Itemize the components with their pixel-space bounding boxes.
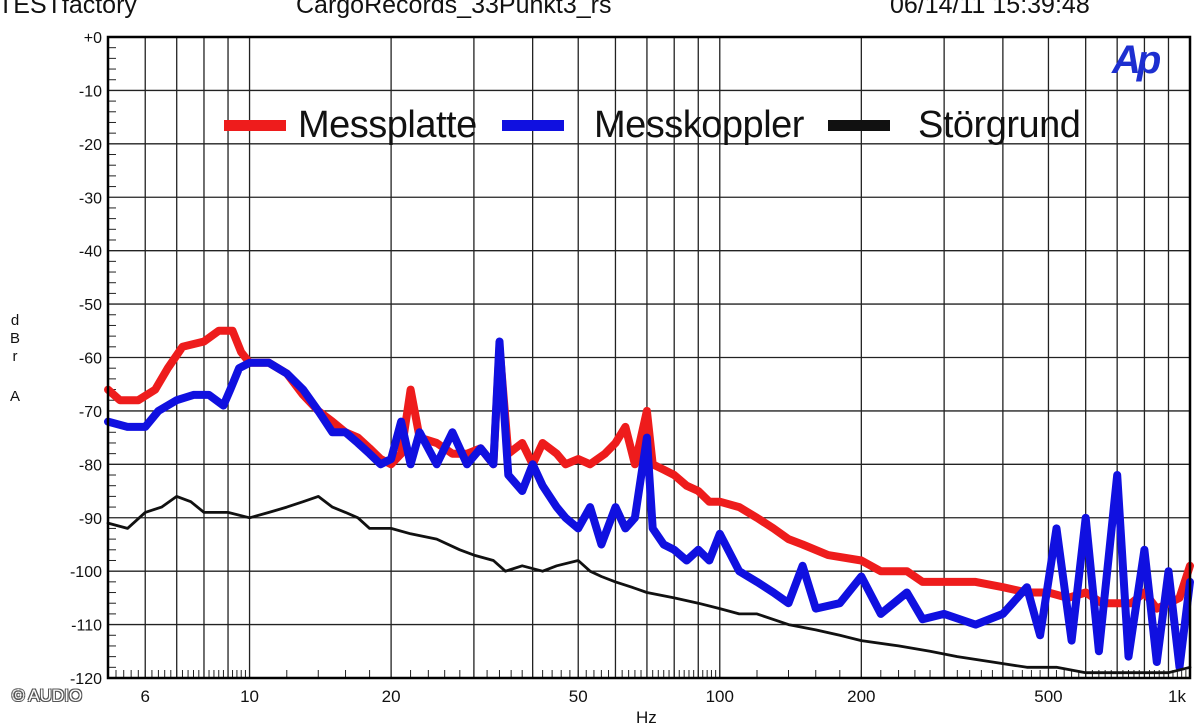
- y-tick-label: -40: [79, 244, 102, 261]
- x-tick-label: 50: [569, 687, 588, 706]
- x-tick-label: 100: [706, 687, 734, 706]
- legend-item-stoergrund: Störgrund: [828, 102, 1081, 148]
- y-axis-label-char: r: [12, 348, 18, 365]
- header-timestamp: 06/14/11 15:39:48: [890, 0, 1090, 19]
- x-tick-label: 200: [847, 687, 875, 706]
- y-tick-label: -70: [79, 404, 102, 421]
- y-tick-label: -60: [79, 351, 102, 368]
- legend-swatch-blue: [502, 119, 564, 131]
- y-tick-label: -50: [79, 297, 102, 314]
- legend-swatch-red: [224, 119, 286, 131]
- header-left-text: TESTfactory: [0, 0, 137, 19]
- y-tick-label: -100: [70, 564, 102, 581]
- x-tick-label: 500: [1034, 687, 1062, 706]
- y-tick-label: -30: [79, 190, 102, 207]
- y-axis-label-char: B: [9, 330, 20, 347]
- x-tick-label: 10: [240, 687, 259, 706]
- y-axis-label-char: d: [10, 312, 20, 329]
- copyright-watermark: © AUDIO: [12, 686, 83, 705]
- header-title: CargoRecords_33Punkt3_rs: [296, 0, 612, 19]
- legend-label-messplatte: Messplatte: [298, 104, 477, 146]
- y-tick-label: -80: [79, 457, 102, 474]
- y-tick-label: -120: [70, 671, 102, 688]
- legend-item-messkoppler: Messkoppler: [502, 102, 804, 148]
- legend-swatch-black: [828, 119, 890, 131]
- legend-item-messplatte: Messplatte: [224, 102, 477, 148]
- x-tick-label: 1k: [1168, 687, 1186, 706]
- y-tick-label: -90: [79, 511, 102, 528]
- y-axis-label-char: A: [9, 388, 20, 405]
- x-tick-label: 6: [140, 687, 149, 706]
- ap-logo: Ap: [1112, 38, 1161, 82]
- legend-label-stoergrund: Störgrund: [918, 104, 1081, 146]
- y-tick-label: +0: [84, 30, 102, 47]
- y-tick-label: -110: [71, 618, 102, 635]
- series-line-messkoppler: [104, 337, 1194, 672]
- y-tick-label: -10: [79, 83, 102, 100]
- x-axis-label: Hz: [636, 708, 657, 727]
- x-tick-label: 20: [382, 687, 401, 706]
- plot-frame: [106, 35, 1192, 680]
- legend-label-messkoppler: Messkoppler: [594, 104, 804, 146]
- y-tick-label: -20: [79, 137, 102, 154]
- series-line-stoergrund: [106, 494, 1192, 675]
